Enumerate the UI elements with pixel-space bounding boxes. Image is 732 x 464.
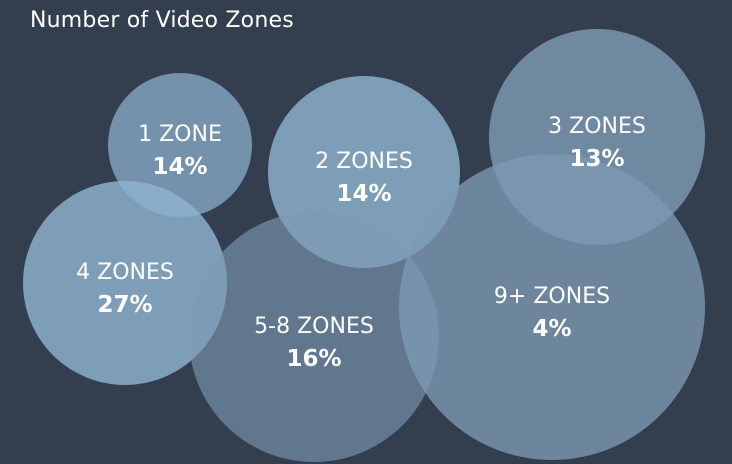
bubble-1-zone — [108, 73, 252, 217]
bubble-label-2-zones: 2 ZONES — [315, 149, 413, 174]
bubble-4-zones — [23, 181, 227, 385]
bubble-9-plus-zones — [399, 154, 705, 460]
bubble-circle-9-plus-zones — [399, 154, 705, 460]
bubble-label-4-zones: 4 ZONES — [76, 260, 174, 285]
bubble-value-9-plus-zones: 4% — [532, 316, 571, 342]
bubble-circle-1-zone — [108, 73, 252, 217]
bubble-circle-5-8-zones — [189, 212, 439, 462]
bubble-label-9-plus-zones: 9+ ZONES — [494, 284, 610, 309]
bubble-value-5-8-zones: 16% — [286, 346, 341, 372]
chart-title: Number of Video Zones — [30, 8, 294, 33]
bubble-value-1-zone: 14% — [152, 154, 207, 180]
bubble-label-1-zone: 1 ZONE — [138, 122, 222, 147]
bubble-circle-4-zones — [23, 181, 227, 385]
bubble-label-5-8-zones: 5-8 ZONES — [254, 314, 374, 339]
bubble-label-3-zones: 3 ZONES — [548, 114, 646, 139]
bubble-5-8-zones — [189, 212, 439, 462]
bubble-value-2-zones: 14% — [336, 181, 391, 207]
bubble-value-4-zones: 27% — [97, 292, 152, 318]
bubble-value-3-zones: 13% — [569, 146, 624, 172]
